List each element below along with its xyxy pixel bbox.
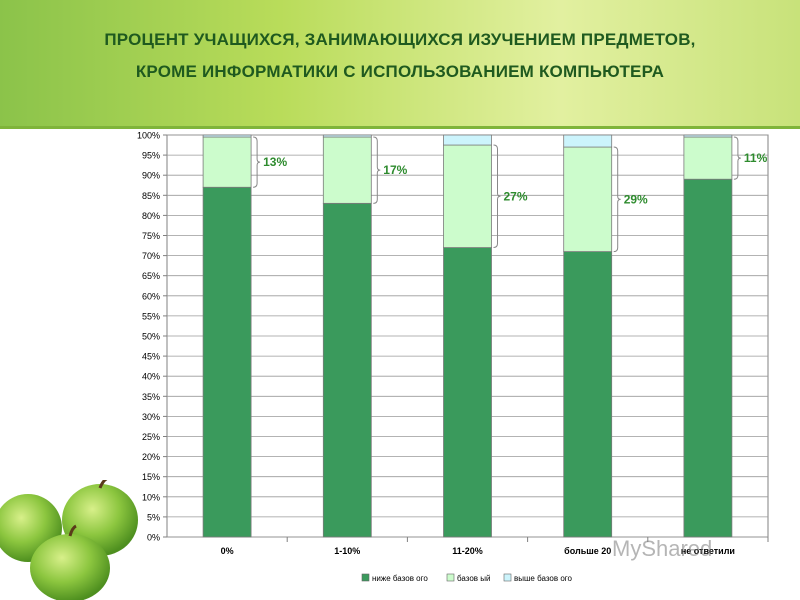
watermark-text: MyShared — [612, 536, 713, 561]
legend-swatch — [361, 573, 370, 582]
bar-segment-below-basic — [322, 202, 372, 538]
bar-segment-basic — [443, 144, 492, 248]
y-tick-label: 20% — [142, 452, 160, 462]
title-line-1: ПРОЦЕНТ УЧАЩИХСЯ, ЗАНИМАЮЩИХСЯ ИЗУЧЕНИЕМ… — [104, 30, 696, 49]
y-tick-label: 65% — [142, 271, 160, 281]
bar-segment-above-basic — [683, 134, 733, 138]
y-tick-label: 50% — [142, 332, 160, 342]
y-tick-label: 95% — [142, 151, 160, 161]
bar-segment-basic — [683, 136, 733, 180]
bar-segment-above-basic — [563, 134, 613, 148]
bar-segment-basic — [563, 146, 613, 252]
y-tick-label: 80% — [142, 211, 160, 221]
annotation-label: 27% — [504, 189, 528, 203]
y-tick-label: 55% — [142, 311, 160, 321]
y-tick-label: 70% — [142, 251, 160, 261]
legend-label: базов ый — [457, 574, 490, 583]
bar-segment-above-basic — [322, 134, 372, 138]
y-tick-label: 75% — [142, 231, 160, 241]
annotation-label: 29% — [624, 192, 648, 206]
annotation-brace — [373, 136, 381, 204]
annotation-brace — [253, 136, 261, 188]
annotation-label: 17% — [383, 163, 407, 177]
y-tick-label: 5% — [147, 512, 160, 522]
y-tick-label: 60% — [142, 291, 160, 301]
x-tick-label: не ответили — [681, 546, 735, 556]
y-tick-label: 40% — [142, 372, 160, 382]
y-tick-label: 0% — [147, 533, 160, 543]
bar-segment-basic — [322, 136, 372, 204]
bar-segment-above-basic — [443, 134, 492, 146]
y-tick-label: 35% — [142, 392, 160, 402]
y-tick-label: 15% — [142, 472, 160, 482]
legend-label: ниже базов ого — [372, 574, 428, 583]
y-tick-label: 10% — [142, 492, 160, 502]
bar-segment-below-basic — [202, 186, 252, 538]
x-tick-label: больше 20 — [564, 546, 611, 556]
y-tick-label: 85% — [142, 191, 160, 201]
y-tick-label: 45% — [142, 352, 160, 362]
chart-title: ПРОЦЕНТ УЧАЩИХСЯ, ЗАНИМАЮЩИХСЯ ИЗУЧЕНИЕМ… — [40, 24, 760, 88]
bar-segment-below-basic — [563, 251, 613, 538]
title-line-2: КРОМЕ ИНФОРМАТИКИ С ИСПОЛЬЗОВАНИЕМ КОМПЬ… — [135, 62, 665, 81]
annotation-label: 11% — [744, 151, 768, 165]
y-tick-label: 90% — [142, 171, 160, 181]
legend-label: выше базов ого — [514, 574, 573, 583]
green-apples-image — [0, 480, 138, 600]
header-divider — [0, 126, 800, 129]
annotation-label: 13% — [263, 155, 287, 169]
bar-segment-above-basic — [202, 134, 252, 138]
annotation-brace — [613, 146, 621, 253]
bar-segment-basic — [202, 136, 252, 188]
x-tick-label: 1-10% — [334, 546, 360, 556]
x-tick-label: 0% — [221, 546, 234, 556]
legend-swatch — [446, 573, 455, 582]
annotation-brace — [493, 144, 501, 249]
legend-swatch — [503, 573, 512, 582]
header-banner — [0, 0, 800, 128]
annotation-brace — [733, 136, 741, 180]
bar-segment-below-basic — [683, 178, 733, 538]
y-tick-label: 30% — [142, 412, 160, 422]
y-tick-label: 25% — [142, 432, 160, 442]
y-tick-label: 100% — [137, 131, 160, 141]
x-tick-label: 11-20% — [452, 546, 483, 556]
bar-segment-below-basic — [443, 247, 492, 538]
